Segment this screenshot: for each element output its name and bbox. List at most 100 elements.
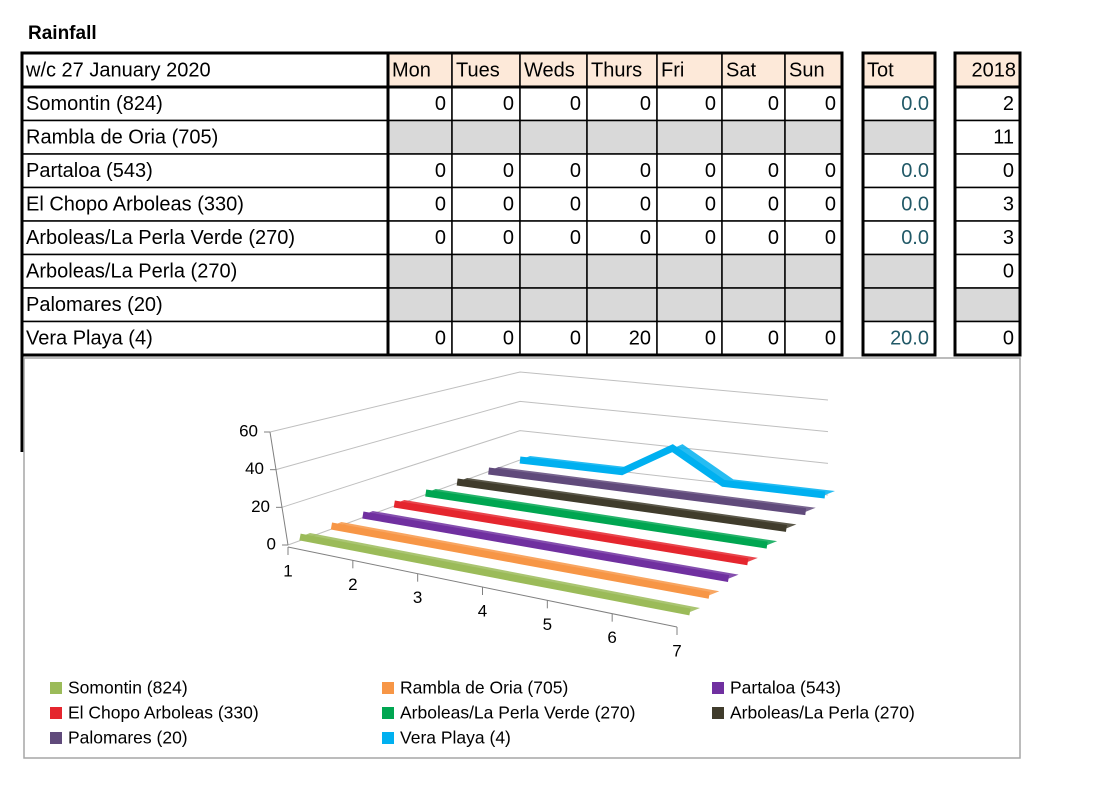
legend-label: Rambla de Oria (705) [400, 678, 568, 698]
cell [862, 220, 936, 256]
series-line [330, 522, 710, 599]
legend-label: Somontin (824) [68, 678, 188, 698]
cell-value: 3 [1003, 194, 1014, 216]
grid-line [269, 371, 829, 433]
cell [21, 287, 389, 323]
series-line [519, 444, 826, 499]
page-title: Rainfall [28, 23, 97, 44]
x-tick-label: 7 [672, 641, 681, 660]
cell [954, 287, 1021, 323]
total-value: 20.0 [890, 328, 929, 350]
cell-value: 0 [570, 93, 581, 115]
header-text: Sun [789, 59, 825, 81]
legend-swatch [712, 682, 724, 694]
legend-swatch [382, 732, 394, 744]
cell-value: 20 [629, 328, 651, 350]
header-text: Sat [726, 59, 756, 81]
cell-value: 0 [570, 227, 581, 249]
total-value: 0.0 [901, 93, 929, 115]
cell [586, 253, 658, 289]
cell [451, 253, 521, 289]
cell-value: 0 [435, 227, 446, 249]
cell-value: 0 [570, 160, 581, 182]
cell [862, 320, 936, 356]
row-label: Partaloa (543) [26, 160, 153, 182]
legend-swatch [50, 682, 62, 694]
row-label: Palomares (20) [26, 294, 163, 316]
cell [862, 287, 936, 323]
header-text: Tot [867, 59, 894, 81]
header-cell [784, 52, 843, 88]
cell-value: 0 [1003, 261, 1014, 283]
cell [586, 153, 658, 189]
cell [784, 253, 843, 289]
cell-value: 0 [435, 160, 446, 182]
cell [954, 186, 1021, 222]
legend-swatch [382, 707, 394, 719]
cell [784, 220, 843, 256]
cell [862, 119, 936, 155]
x-tick-label: 1 [283, 561, 292, 580]
cell [387, 253, 453, 289]
row-label: Arboleas/La Perla (270) [26, 261, 237, 283]
legend-label: El Chopo Arboleas (330) [68, 703, 259, 723]
y-tick-label: 0 [267, 534, 276, 553]
cell [784, 119, 843, 155]
cell [862, 86, 936, 122]
cell-value: 0 [768, 93, 779, 115]
cell [862, 153, 936, 189]
cell [586, 220, 658, 256]
legend-swatch [382, 682, 394, 694]
legend-swatch [50, 707, 62, 719]
cell [21, 320, 389, 356]
cell [387, 119, 453, 155]
cell [451, 220, 521, 256]
cell [954, 253, 1021, 289]
cell-value: 0 [570, 328, 581, 350]
cell-value: 0 [825, 93, 836, 115]
header-cell [656, 52, 723, 88]
cell [519, 220, 588, 256]
cell [656, 287, 723, 323]
legend-swatch [50, 732, 62, 744]
x-tick-label: 6 [607, 628, 616, 647]
cell-value: 0 [1003, 160, 1014, 182]
series-line [425, 489, 768, 549]
cell [721, 253, 786, 289]
total-value: 0.0 [901, 160, 929, 182]
cell [519, 119, 588, 155]
cell-value: 0 [705, 194, 716, 216]
cell [656, 253, 723, 289]
cell [519, 320, 588, 356]
y-tick-label: 20 [251, 497, 270, 516]
row-label: Vera Playa (4) [26, 328, 153, 350]
row-label: Arboleas/La Perla Verde (270) [26, 227, 295, 249]
cell-value: 0 [768, 227, 779, 249]
cell [721, 86, 786, 122]
cell-value: 0 [768, 194, 779, 216]
cell [721, 220, 786, 256]
x-tick-label: 5 [543, 615, 552, 634]
legend-label: Partaloa (543) [730, 678, 841, 698]
cell [656, 86, 723, 122]
legend-swatch [712, 707, 724, 719]
cell [721, 287, 786, 323]
cell-value: 0 [435, 328, 446, 350]
value-axis [269, 431, 289, 546]
cell [451, 287, 521, 323]
table-outline [20, 51, 844, 357]
header-text: Fri [661, 59, 684, 81]
cell [656, 320, 723, 356]
cell-value: 0 [503, 160, 514, 182]
cell-value: 0 [825, 160, 836, 182]
cell [21, 220, 389, 256]
cell [21, 153, 389, 189]
legend-label: Arboleas/La Perla (270) [730, 703, 915, 723]
cell-value: 0 [435, 194, 446, 216]
cell-value: 0 [825, 194, 836, 216]
cell [862, 253, 936, 289]
series-ribbon-top [520, 444, 835, 495]
series-line [299, 533, 691, 616]
table-outline [861, 51, 937, 357]
